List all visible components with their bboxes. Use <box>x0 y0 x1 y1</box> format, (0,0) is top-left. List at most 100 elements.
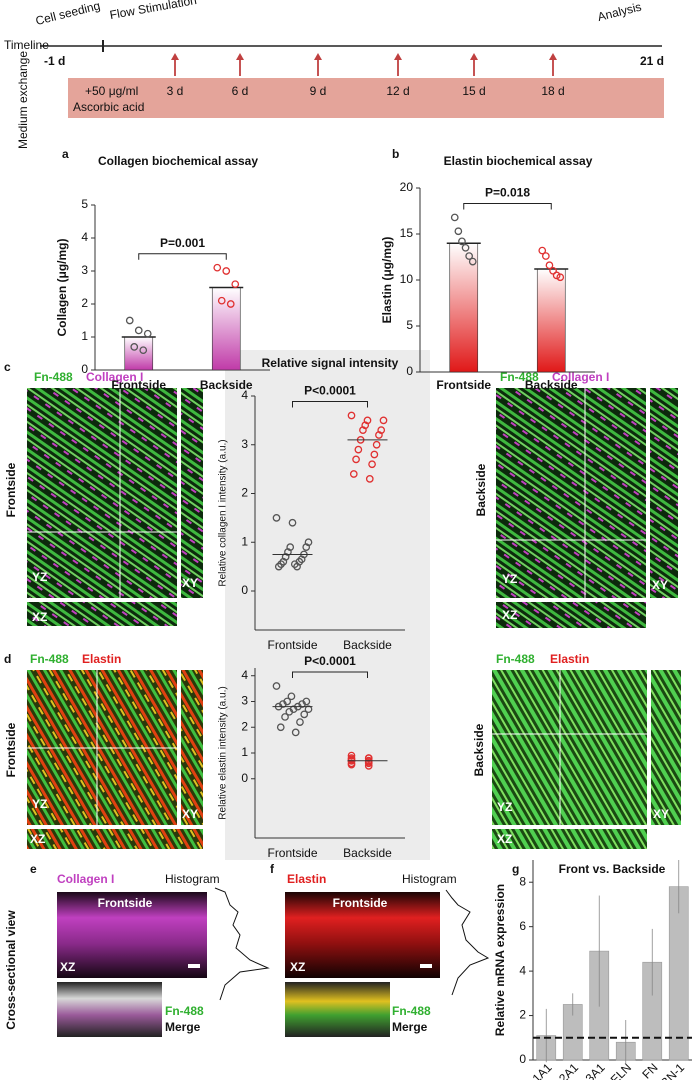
panel-letter: c <box>4 360 11 374</box>
data-point <box>134 326 143 335</box>
data-point <box>285 707 294 716</box>
data-point <box>461 243 470 252</box>
timeline-event: Analysis <box>596 0 643 24</box>
data-point <box>297 555 306 564</box>
y-axis-label: Collagen (μg/mg) <box>55 238 69 336</box>
timeline-label: Timeline <box>4 38 49 52</box>
micrograph <box>496 388 646 598</box>
side-label: Backside <box>474 463 488 516</box>
y-tick-label: 1 <box>81 329 88 343</box>
stain-label: Fn-488 <box>496 652 535 666</box>
data-point <box>364 759 373 768</box>
y-tick-label: 3 <box>81 263 88 277</box>
additive: +50 μg/ml <box>85 84 138 98</box>
data-point <box>300 710 309 719</box>
data-point <box>465 252 473 260</box>
timeline-event: Flow Stimulation <box>109 0 198 22</box>
image-c-right: Fn-488 Collagen I Backside YZ XY XZ <box>474 370 678 628</box>
side-label: Frontside <box>98 896 153 910</box>
day-label: 3 d <box>167 84 184 98</box>
arrow-head <box>394 53 402 60</box>
histogram-label: Histogram <box>402 872 457 886</box>
bar <box>211 287 241 371</box>
chart-title: Front vs. Backside <box>559 862 666 876</box>
micrograph-xy <box>181 670 203 825</box>
data-point <box>139 346 148 355</box>
y-tick-label: 3 <box>241 437 248 451</box>
bar <box>124 336 154 371</box>
micrograph <box>57 892 207 978</box>
y-tick-label: 0 <box>81 362 88 376</box>
data-point <box>222 267 231 275</box>
histogram-curve <box>214 887 270 1001</box>
y-tick-label: 5 <box>406 318 413 332</box>
micrograph-merge <box>57 982 162 1037</box>
arrow-head <box>549 53 557 60</box>
data-point <box>281 713 289 721</box>
y-tick-label: 4 <box>81 230 88 244</box>
day-label: 12 d <box>386 84 409 98</box>
data-point <box>352 455 360 464</box>
data-point <box>274 562 283 571</box>
data-point <box>276 723 285 732</box>
data-point <box>226 300 235 308</box>
chart-title: Elastin biochemical assay <box>444 154 593 168</box>
data-point <box>296 718 304 726</box>
medium-bar <box>68 78 664 118</box>
view-label: XY <box>182 576 198 590</box>
stain-label: Elastin <box>550 652 589 666</box>
data-point <box>347 751 356 760</box>
view-label: XZ <box>60 960 75 974</box>
x-tick-label: Frontside <box>111 378 166 392</box>
merge-label: Merge <box>392 1020 428 1034</box>
view-label: XY <box>653 807 669 821</box>
data-point <box>549 266 557 275</box>
y-tick-label: 20 <box>400 180 414 194</box>
x-tick-label: Backside <box>343 846 392 860</box>
medium-label: Medium exchange <box>16 51 30 149</box>
day-markers: 3 d 6 d 9 d 12 d 15 d 18 d <box>167 53 565 98</box>
micrograph-xy <box>650 388 678 598</box>
micrograph-xz <box>496 602 646 628</box>
data-point <box>231 280 240 289</box>
data-point <box>130 343 139 351</box>
timeline: Timeline -1 d 21 d Cell seeding Flow Sti… <box>4 0 664 149</box>
micrograph-xz <box>492 829 647 849</box>
significance-bracket <box>292 401 368 408</box>
micrograph <box>27 388 177 598</box>
y-tick-label: 5 <box>81 197 88 211</box>
data-point <box>354 445 363 454</box>
p-value: P=0.001 <box>160 236 205 250</box>
data-point <box>379 416 388 425</box>
view-label: XZ <box>290 960 305 974</box>
y-tick-label: 0 <box>519 1052 526 1066</box>
view-label: XZ <box>502 608 517 622</box>
data-point <box>347 411 356 420</box>
side-label: Frontside <box>4 722 18 777</box>
y-tick-label: 10 <box>400 272 414 286</box>
data-point <box>458 237 466 246</box>
y-tick-label: 4 <box>241 668 248 682</box>
y-axis-label: Relative mRNA expression <box>493 884 507 1036</box>
data-point <box>349 470 358 478</box>
y-tick-label: 2 <box>241 486 248 500</box>
data-point <box>302 543 311 551</box>
histogram-label: Histogram <box>165 872 220 886</box>
histogram-curve <box>445 889 490 996</box>
data-point <box>364 754 373 763</box>
data-point <box>365 475 374 483</box>
panel-letter: e <box>30 862 37 876</box>
data-point <box>213 263 222 272</box>
image-d-right: Fn-488 Elastin Backside YZ XY XZ <box>472 652 681 849</box>
view-label: XY <box>182 807 198 821</box>
scale-bar <box>420 964 432 968</box>
image-f: f Elastin Histogram Frontside XZ Fn-488 … <box>270 862 490 1037</box>
merge-label: Merge <box>165 1020 201 1034</box>
view-label: YZ <box>32 797 47 811</box>
y-tick-label: 4 <box>241 388 248 402</box>
view-label: XZ <box>497 832 512 846</box>
significance-bracket <box>292 671 368 679</box>
timeline-event: Cell seeding <box>34 0 101 28</box>
side-label: Frontside <box>333 896 388 910</box>
y-axis-label: Relative collagen I intensity (a.u.) <box>218 439 229 586</box>
